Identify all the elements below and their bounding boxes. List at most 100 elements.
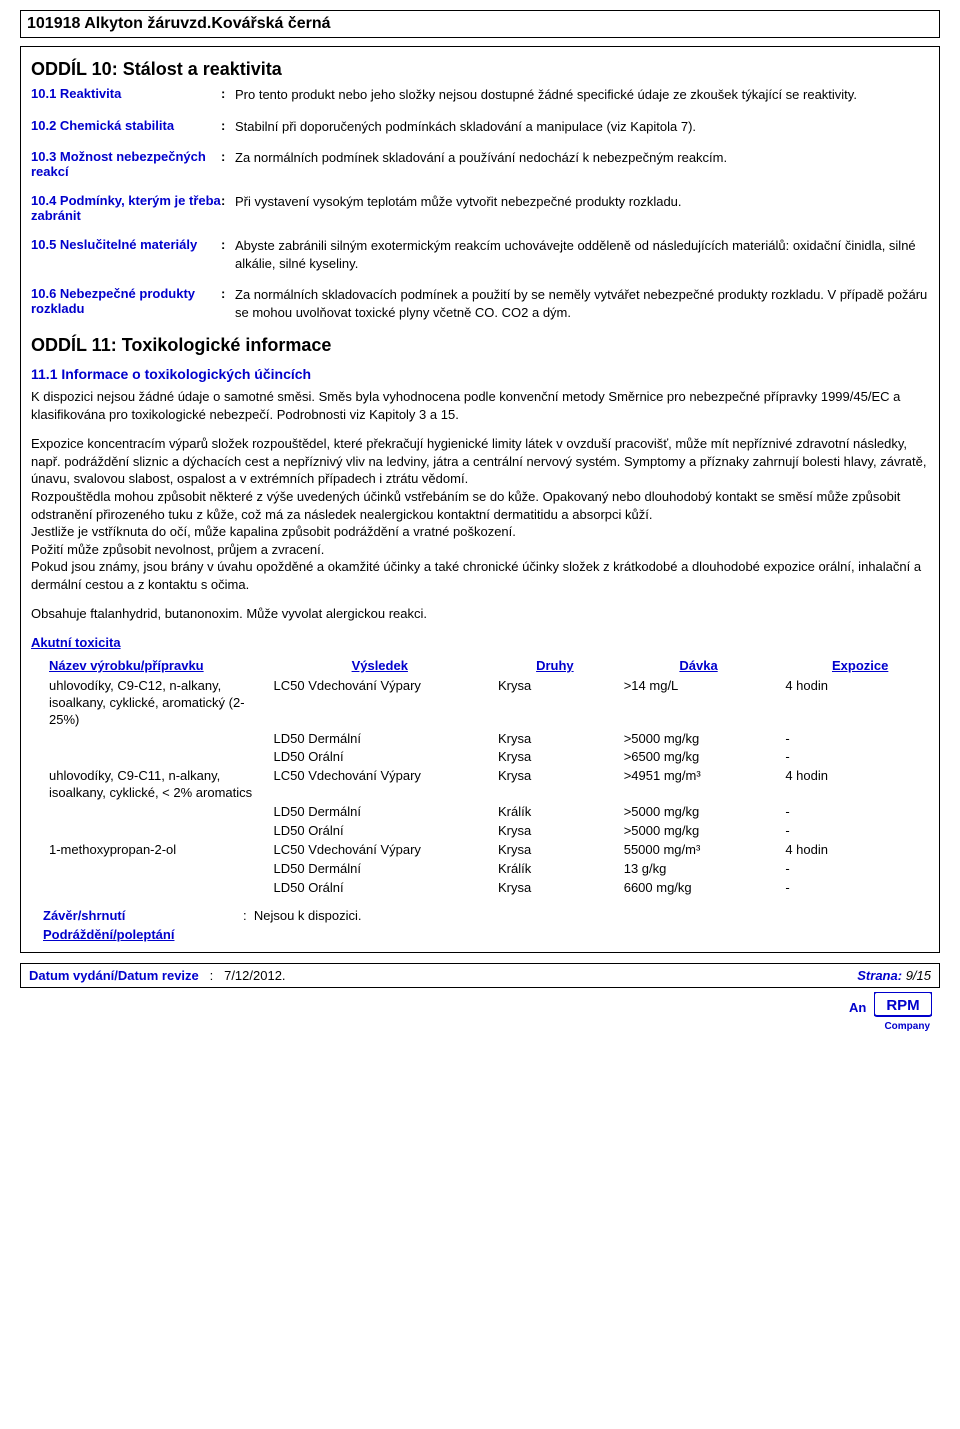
th-exposure: Expozice (779, 654, 941, 677)
section-11-heading: ODDÍL 11: Toxikologické informace (31, 335, 929, 356)
table-cell-exposure: 4 hodin (779, 767, 941, 803)
table-cell-species: Krysa (492, 730, 618, 749)
table-cell-species: Krysa (492, 841, 618, 860)
table-cell-result: LD50 Orální (268, 879, 493, 898)
footer-date-value: 7/12/2012. (224, 968, 285, 983)
table-cell-dose: 13 g/kg (618, 860, 780, 879)
colon: : (221, 237, 235, 252)
colon: : (221, 193, 235, 208)
colon: : (221, 286, 235, 301)
table-cell-name: uhlovodíky, C9-C12, n-alkany, isoalkany,… (43, 677, 268, 730)
conclusion-row: Závěr/shrnutí : Nejsou k dispozici. (43, 908, 929, 923)
table-cell-result: LC50 Vdechování Výpary (268, 767, 493, 803)
table-cell-exposure: - (779, 879, 941, 898)
table-cell-result: LC50 Vdechování Výpary (268, 677, 493, 730)
table-cell-result: LC50 Vdechování Výpary (268, 841, 493, 860)
field-value-10-5: Abyste zabránili silným exotermickým rea… (235, 237, 929, 272)
table-cell-exposure: - (779, 730, 941, 749)
footer-page-label: Strana: (857, 968, 902, 983)
field-value-10-1: Pro tento produkt nebo jeho složky nejso… (235, 86, 929, 104)
field-label-10-2: 10.2 Chemická stabilita (31, 118, 221, 133)
colon: : (221, 86, 235, 101)
table-cell-dose: >5000 mg/kg (618, 822, 780, 841)
table-row: uhlovodíky, C9-C12, n-alkany, isoalkany,… (43, 677, 941, 730)
main-content: ODDÍL 10: Stálost a reaktivita 10.1 Reak… (20, 46, 940, 953)
field-10-2: 10.2 Chemická stabilita : Stabilní při d… (31, 118, 929, 136)
field-10-3: 10.3 Možnost nebezpečných reakcí : Za no… (31, 149, 929, 179)
colon: : (221, 118, 235, 133)
table-cell-name: 1-methoxypropan-2-ol (43, 841, 268, 860)
field-10-6: 10.6 Nebezpečné produkty rozkladu : Za n… (31, 286, 929, 321)
table-cell-name (43, 730, 268, 749)
footer-left: Datum vydání/Datum revize : 7/12/2012. (29, 968, 286, 983)
section-11-para3: Obsahuje ftalanhydrid, butanonoxim. Může… (31, 605, 929, 623)
table-row: LD50 DermálníKrálík>5000 mg/kg- (43, 803, 941, 822)
table-cell-name (43, 879, 268, 898)
footer-box: Datum vydání/Datum revize : 7/12/2012. S… (20, 963, 940, 988)
rpm-logo-icon: RPM (874, 992, 932, 1023)
field-10-4: 10.4 Podmínky, kterým je třeba zabránit … (31, 193, 929, 223)
th-result: Výsledek (268, 654, 493, 677)
table-cell-dose: >6500 mg/kg (618, 748, 780, 767)
conclusion-value: : Nejsou k dispozici. (243, 908, 362, 923)
logo-an-text: An (849, 1000, 866, 1015)
field-label-10-4: 10.4 Podmínky, kterým je třeba zabránit (31, 193, 221, 223)
table-cell-name (43, 748, 268, 767)
field-label-10-6: 10.6 Nebezpečné produkty rozkladu (31, 286, 221, 316)
table-row: LD50 OrálníKrysa>5000 mg/kg- (43, 822, 941, 841)
field-10-5: 10.5 Neslučitelné materiály : Abyste zab… (31, 237, 929, 272)
field-label-10-1: 10.1 Reaktivita (31, 86, 221, 101)
footer-right: Strana: 9/15 (857, 968, 931, 983)
table-cell-dose: 6600 mg/kg (618, 879, 780, 898)
table-cell-species: Králík (492, 803, 618, 822)
table-row: LD50 DermálníKrysa>5000 mg/kg- (43, 730, 941, 749)
colon: : (221, 149, 235, 164)
irritation-heading: Podráždění/poleptání (43, 927, 929, 942)
table-cell-dose: >14 mg/L (618, 677, 780, 730)
table-header-row: Název výrobku/přípravku Výsledek Druhy D… (43, 654, 941, 677)
table-cell-dose: >4951 mg/m³ (618, 767, 780, 803)
table-cell-exposure: - (779, 822, 941, 841)
table-cell-exposure: 4 hodin (779, 841, 941, 860)
table-cell-name: uhlovodíky, C9-C11, n-alkany, isoalkany,… (43, 767, 268, 803)
table-cell-species: Krysa (492, 748, 618, 767)
table-cell-species: Králík (492, 860, 618, 879)
th-species: Druhy (492, 654, 618, 677)
table-cell-result: LD50 Dermální (268, 803, 493, 822)
footer-date-label: Datum vydání/Datum revize (29, 968, 199, 983)
product-title: 101918 Alkyton žáruvzd.Kovářská černá (27, 15, 933, 33)
logo-row: An RPM (20, 992, 940, 1023)
table-cell-species: Krysa (492, 677, 618, 730)
table-cell-dose: >5000 mg/kg (618, 803, 780, 822)
table-cell-exposure: 4 hodin (779, 677, 941, 730)
field-10-1: 10.1 Reaktivita : Pro tento produkt nebo… (31, 86, 929, 104)
table-cell-species: Krysa (492, 822, 618, 841)
table-cell-name (43, 860, 268, 879)
table-cell-result: LD50 Dermální (268, 730, 493, 749)
table-cell-result: LD50 Orální (268, 822, 493, 841)
section-11-para2: Expozice koncentracím výparů složek rozp… (31, 435, 929, 593)
conclusion-label: Závěr/shrnutí (43, 908, 243, 923)
field-value-10-2: Stabilní při doporučených podmínkách skl… (235, 118, 929, 136)
svg-text:RPM: RPM (886, 997, 919, 1014)
toxicity-table: Název výrobku/přípravku Výsledek Druhy D… (43, 654, 941, 898)
field-value-10-3: Za normálních podmínek skladování a použ… (235, 149, 929, 167)
field-value-10-4: Při vystavení vysokým teplotám může vytv… (235, 193, 929, 211)
table-cell-species: Krysa (492, 767, 618, 803)
table-cell-species: Krysa (492, 879, 618, 898)
field-value-10-6: Za normálních skladovacích podmínek a po… (235, 286, 929, 321)
acute-toxicity-heading: Akutní toxicita (31, 635, 929, 650)
table-row: 1-methoxypropan-2-olLC50 Vdechování Výpa… (43, 841, 941, 860)
document-header: 101918 Alkyton žáruvzd.Kovářská černá (20, 10, 940, 38)
table-row: uhlovodíky, C9-C11, n-alkany, isoalkany,… (43, 767, 941, 803)
table-cell-dose: 55000 mg/m³ (618, 841, 780, 860)
field-label-10-3: 10.3 Možnost nebezpečných reakcí (31, 149, 221, 179)
table-cell-exposure: - (779, 748, 941, 767)
th-dose: Dávka (618, 654, 780, 677)
section-10-heading: ODDÍL 10: Stálost a reaktivita (31, 59, 929, 80)
table-cell-exposure: - (779, 803, 941, 822)
table-cell-result: LD50 Dermální (268, 860, 493, 879)
footer-page-value: 9/15 (906, 968, 931, 983)
table-row: LD50 OrálníKrysa>6500 mg/kg- (43, 748, 941, 767)
section-11-para1: K dispozici nejsou žádné údaje o samotné… (31, 388, 929, 423)
